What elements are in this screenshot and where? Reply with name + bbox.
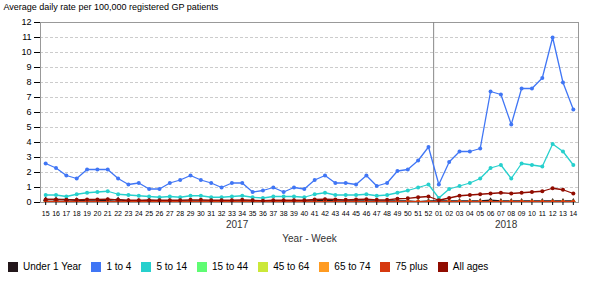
html-text:1 to 4: 1 to 4: [106, 261, 132, 272]
svg-text:25: 25: [145, 210, 153, 217]
svg-text:01: 01: [435, 210, 443, 217]
svg-text:37: 37: [269, 210, 277, 217]
svg-text:26: 26: [156, 210, 164, 217]
svg-text:3: 3: [26, 152, 31, 162]
svg-text:Average daily rate per 100,000: Average daily rate per 100,000 registere…: [4, 2, 219, 12]
svg-text:14: 14: [569, 210, 577, 217]
html-text:45 to 64: 45 to 64: [273, 261, 310, 272]
svg-text:1: 1: [26, 182, 31, 192]
svg-text:20: 20: [94, 210, 102, 217]
svg-text:Year - Week: Year - Week: [282, 233, 337, 244]
svg-text:19: 19: [83, 210, 91, 217]
svg-text:12: 12: [21, 17, 31, 27]
svg-text:04: 04: [466, 210, 474, 217]
svg-text:32: 32: [218, 210, 226, 217]
svg-text:09: 09: [518, 210, 526, 217]
svg-text:41: 41: [311, 210, 319, 217]
svg-text:08: 08: [507, 210, 515, 217]
svg-text:27: 27: [166, 210, 174, 217]
svg-text:49: 49: [394, 210, 402, 217]
svg-text:45: 45: [352, 210, 360, 217]
svg-text:2017: 2017: [226, 219, 249, 230]
svg-text:29: 29: [187, 210, 195, 217]
svg-text:40: 40: [300, 210, 308, 217]
svg-text:51: 51: [414, 210, 422, 217]
html-text:All ages: All ages: [452, 261, 489, 272]
svg-text:42: 42: [321, 210, 329, 217]
svg-text:11: 11: [22, 32, 31, 42]
svg-text:48: 48: [383, 210, 391, 217]
svg-text:17: 17: [62, 210, 70, 217]
svg-text:43: 43: [331, 210, 339, 217]
svg-text:16: 16: [52, 210, 60, 217]
svg-text:9: 9: [26, 62, 31, 72]
svg-text:28: 28: [176, 210, 184, 217]
svg-text:50: 50: [404, 210, 412, 217]
svg-text:06: 06: [487, 210, 495, 217]
svg-text:13: 13: [559, 210, 567, 217]
svg-text:39: 39: [290, 210, 298, 217]
svg-text:24: 24: [135, 210, 143, 217]
html-text:Under 1 Year: Under 1 Year: [23, 261, 82, 272]
html-text:5 to 14: 5 to 14: [156, 261, 187, 272]
svg-text:2018: 2018: [495, 219, 518, 230]
svg-text:21: 21: [104, 210, 112, 217]
svg-text:2: 2: [26, 167, 31, 177]
svg-text:8: 8: [26, 77, 31, 87]
svg-text:35: 35: [249, 210, 257, 217]
svg-text:33: 33: [228, 210, 236, 217]
svg-text:0: 0: [26, 197, 31, 207]
svg-text:36: 36: [259, 210, 267, 217]
html-text:65 to 74: 65 to 74: [334, 261, 371, 272]
svg-text:47: 47: [373, 210, 381, 217]
svg-text:4: 4: [26, 137, 31, 147]
svg-text:03: 03: [456, 210, 464, 217]
svg-text:34: 34: [238, 210, 246, 217]
html-text:75 plus: 75 plus: [395, 261, 428, 272]
svg-text:22: 22: [114, 210, 122, 217]
svg-text:38: 38: [280, 210, 288, 217]
svg-text:6: 6: [26, 107, 31, 117]
svg-text:18: 18: [73, 210, 81, 217]
svg-text:46: 46: [363, 210, 371, 217]
svg-text:23: 23: [125, 210, 133, 217]
html-text:15 to 44: 15 to 44: [212, 261, 249, 272]
svg-text:02: 02: [445, 210, 453, 217]
svg-text:5: 5: [26, 122, 31, 132]
svg-text:10: 10: [528, 210, 536, 217]
svg-text:44: 44: [342, 210, 350, 217]
svg-text:30: 30: [197, 210, 205, 217]
svg-text:11: 11: [539, 210, 546, 217]
svg-text:05: 05: [476, 210, 484, 217]
svg-text:12: 12: [549, 210, 557, 217]
svg-text:10: 10: [21, 47, 31, 57]
svg-text:31: 31: [207, 210, 215, 217]
svg-text:7: 7: [26, 92, 31, 102]
svg-text:07: 07: [497, 210, 505, 217]
svg-text:15: 15: [42, 210, 50, 217]
svg-text:52: 52: [425, 210, 433, 217]
